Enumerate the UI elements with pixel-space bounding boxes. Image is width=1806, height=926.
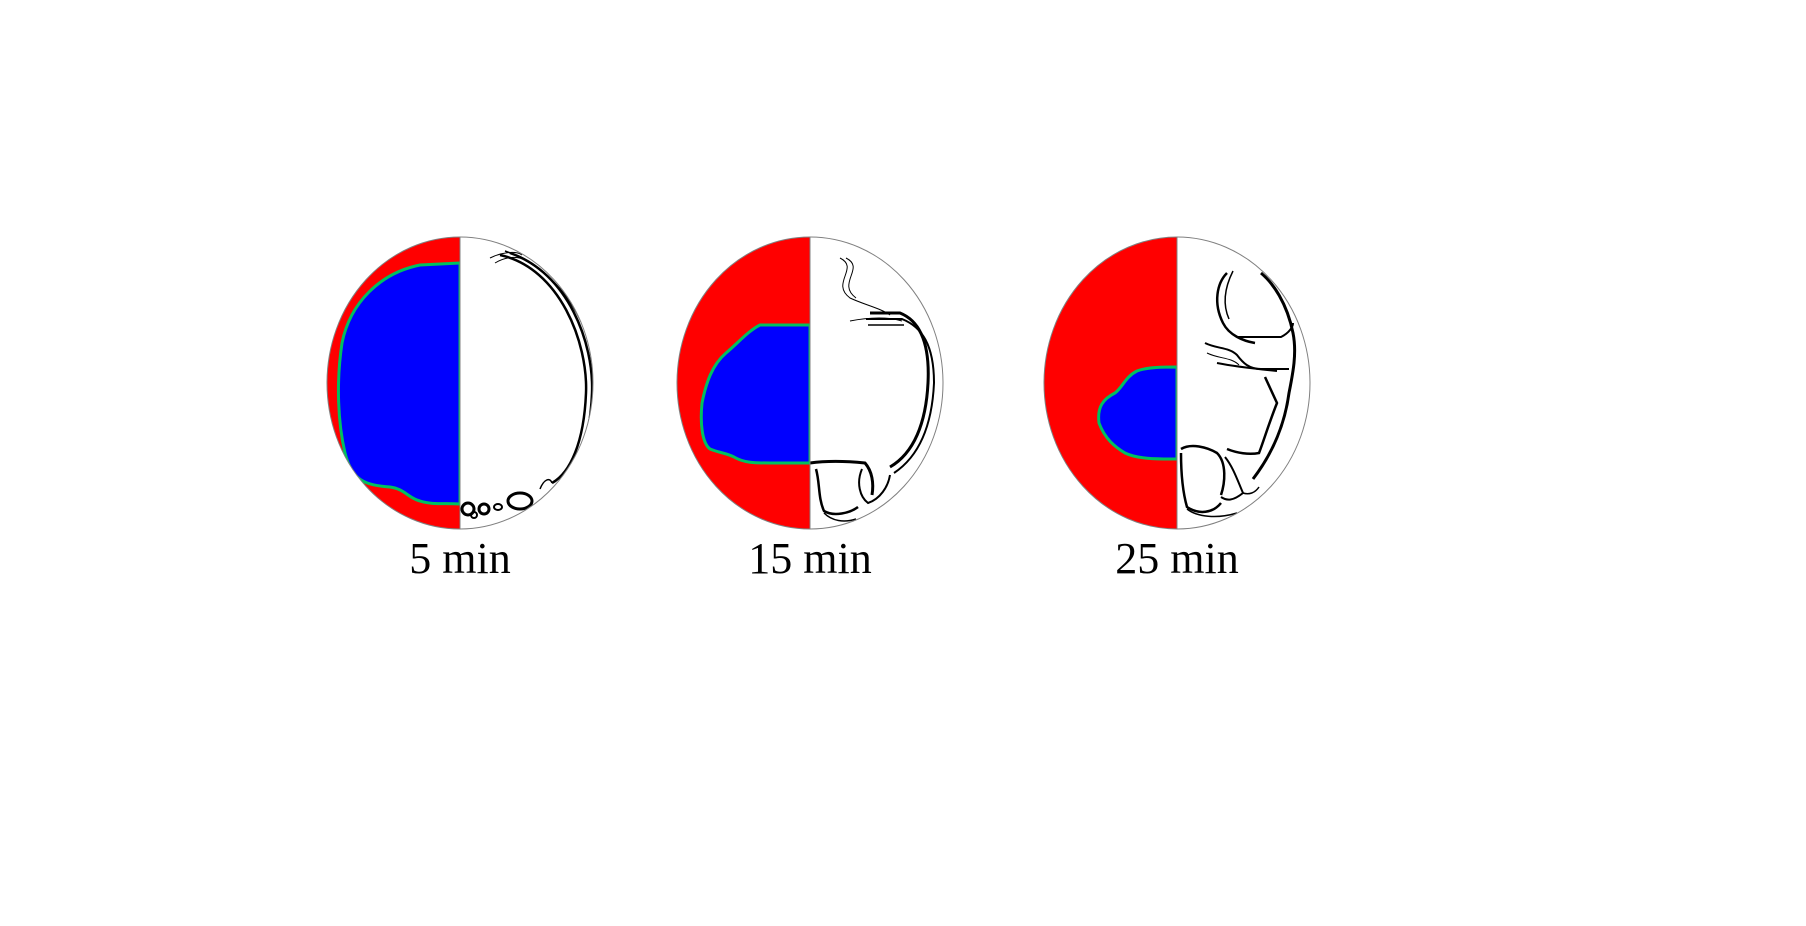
contour-half bbox=[810, 237, 943, 529]
panel-15-min: 15 min bbox=[660, 235, 960, 595]
contour-lines bbox=[460, 250, 593, 519]
inner-region bbox=[1097, 365, 1179, 461]
time-label: 15 min bbox=[748, 534, 872, 583]
section-diagram-5-min bbox=[326, 236, 594, 530]
panel-25-min: 25 min bbox=[1027, 235, 1327, 595]
time-label: 25 min bbox=[1115, 534, 1239, 583]
panel-5-min: 5 min bbox=[310, 235, 610, 595]
time-label: 5 min bbox=[409, 534, 511, 583]
section-diagram-15-min bbox=[676, 236, 944, 530]
inner-region bbox=[699, 323, 812, 465]
contour-lines bbox=[809, 257, 936, 522]
section-diagram-25-min bbox=[1043, 236, 1311, 530]
contour-lines bbox=[1179, 270, 1297, 518]
contour-half bbox=[460, 237, 593, 529]
